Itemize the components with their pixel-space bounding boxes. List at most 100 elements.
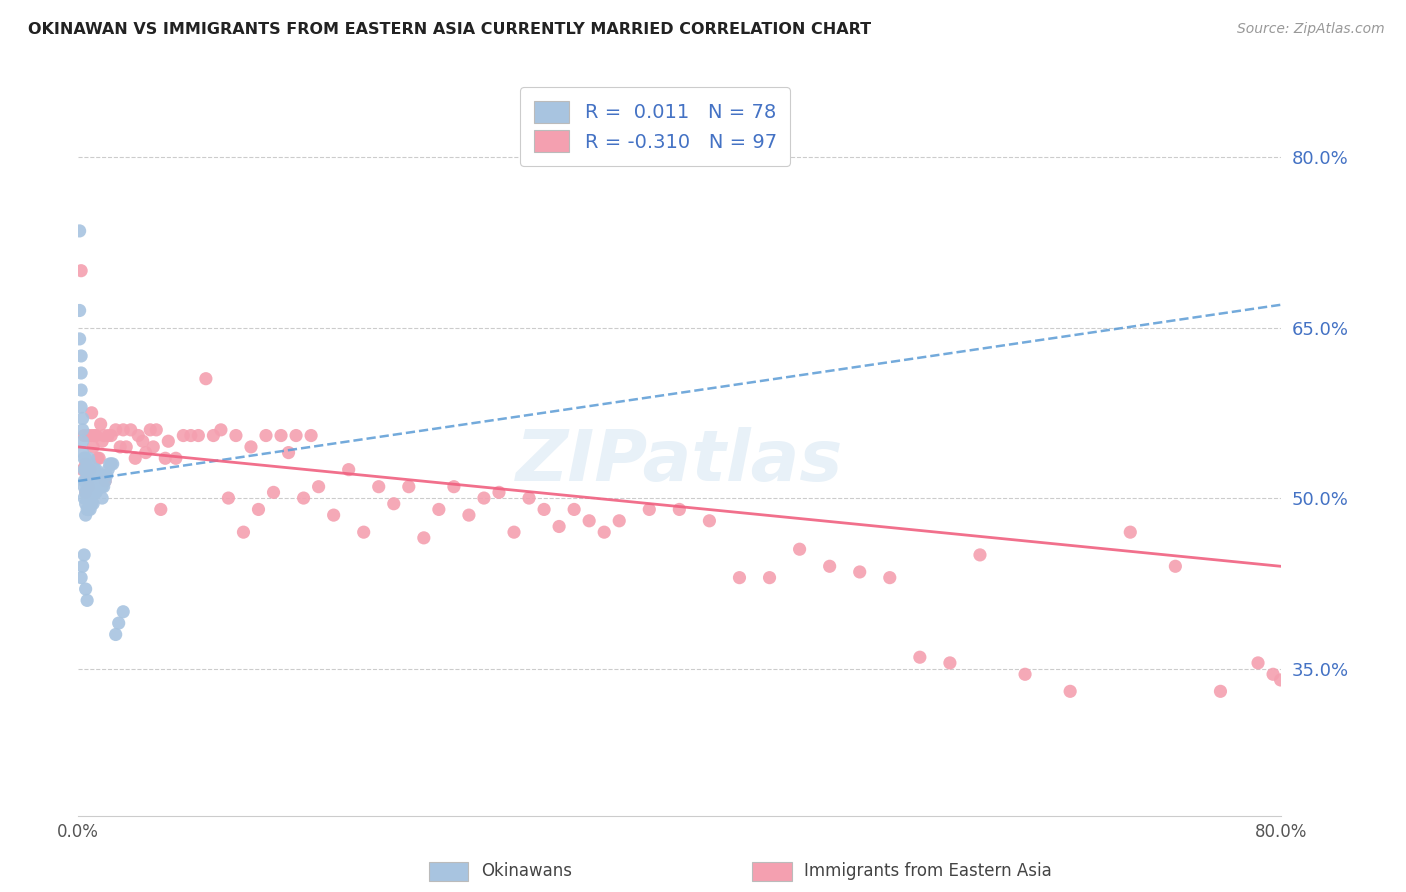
Point [82,440,104,454]
Point [76,502,98,516]
Point [90,480,112,494]
Point [75,485,97,500]
Point [73,480,96,494]
Point [488,485,510,500]
Point [73,491,96,505]
Text: OKINAWAN VS IMMIGRANTS FROM EASTERN ASIA CURRENTLY MARRIED CORRELATION CHART: OKINAWAN VS IMMIGRANTS FROM EASTERN ASIA… [28,22,872,37]
Point [104,423,127,437]
Point [202,428,225,442]
Point [75,582,97,596]
Point [115,440,138,454]
Point [77,428,100,442]
Point [593,525,616,540]
Legend: R =  0.011   N = 78, R = -0.310   N = 97: R = 0.011 N = 78, R = -0.310 N = 97 [520,87,790,166]
Point [458,508,481,522]
Point [76,468,98,483]
Point [668,502,690,516]
Point [91,491,114,505]
Point [75,497,97,511]
Point [607,514,630,528]
Point [79,480,101,494]
Point [82,463,104,477]
Point [638,502,661,516]
Point [84,485,107,500]
Point [247,502,270,516]
Point [76,593,98,607]
Point [100,457,122,471]
Point [83,474,105,488]
Point [165,451,187,466]
Point [969,548,991,562]
Point [70,400,93,414]
Point [132,434,155,449]
Point [83,428,105,442]
Point [322,508,344,522]
Point [90,417,112,432]
Point [70,366,93,380]
Point [232,525,254,540]
Text: Okinawans: Okinawans [481,863,572,880]
Point [75,474,97,488]
Point [548,519,571,533]
Point [101,457,124,471]
Point [76,468,98,483]
Point [848,565,870,579]
Point [412,531,434,545]
Point [818,559,841,574]
Point [69,303,91,318]
Point [70,571,93,585]
Point [84,428,107,442]
Point [120,423,142,437]
Point [72,463,94,477]
Point [533,502,555,516]
Point [94,474,117,488]
Point [699,514,721,528]
Point [77,491,100,505]
Point [135,445,157,459]
Point [194,372,217,386]
Point [180,428,202,442]
Point [157,434,180,449]
Point [77,480,100,494]
Point [187,428,209,442]
Point [80,474,103,488]
Point [285,428,308,442]
Point [79,463,101,477]
Point [758,571,780,585]
Point [124,451,146,466]
Point [1247,656,1270,670]
Point [108,440,131,454]
Point [97,463,120,477]
Point [83,485,105,500]
Point [427,502,450,516]
Point [76,480,98,494]
Point [104,627,127,641]
Point [89,468,111,483]
Point [79,457,101,471]
Point [91,434,114,449]
Point [69,332,91,346]
Point [84,463,107,477]
Text: ZIPatlas: ZIPatlas [516,427,844,496]
Point [1059,684,1081,698]
Point [472,491,495,505]
Point [879,571,901,585]
Point [939,656,962,670]
Point [308,480,330,494]
Point [72,434,94,449]
Point [789,542,811,557]
Point [145,423,167,437]
Point [69,224,91,238]
Point [728,571,751,585]
Point [77,451,100,466]
Point [91,468,114,483]
Point [254,428,277,442]
Point [1014,667,1036,681]
Point [562,502,585,516]
Point [75,485,97,500]
Point [112,423,135,437]
Point [73,428,96,442]
Point [82,485,104,500]
Point [93,468,115,483]
Point [86,468,108,483]
